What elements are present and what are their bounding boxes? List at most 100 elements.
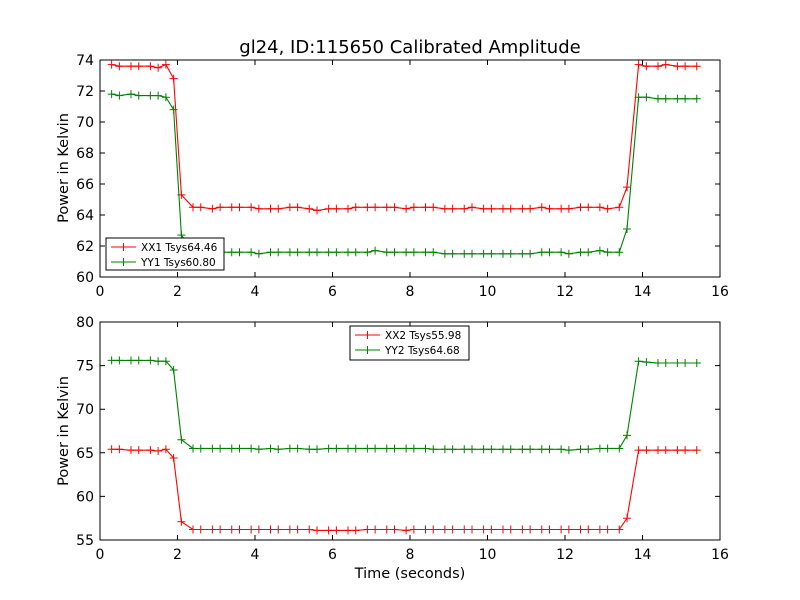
bottom-series-1-point [421, 525, 430, 534]
bottom-legend-marker-1 [363, 331, 372, 339]
bottom-series-2-point [429, 445, 438, 454]
top-x-tick-label: 10 [479, 284, 497, 300]
bottom-series-1-point [274, 525, 283, 534]
top-series-1-point [487, 204, 496, 213]
top-series-2-point [115, 91, 124, 100]
bottom-series-1-point [595, 525, 604, 534]
bottom-plot: 0 2 4 6 8 10 12 14 16 55 60 65 70 75 80 XX2 Tsys55.98 YY… [76, 315, 729, 563]
top-series-2-point [634, 93, 643, 102]
top-series-1-point [363, 203, 372, 212]
top-series-2-point [324, 248, 333, 257]
bottom-series-1-point [681, 446, 690, 455]
bottom-series-1-point [146, 446, 155, 455]
top-series-1-point [623, 183, 631, 192]
top-series-1-point [266, 204, 275, 213]
bottom-series-1-point [107, 445, 116, 454]
top-series-2-point [371, 246, 380, 255]
top-series-2-point [382, 248, 391, 257]
bottom-x-tick-label: 8 [406, 547, 415, 563]
bottom-series-2-point [235, 444, 244, 453]
bottom-series-1-point [227, 525, 236, 534]
bottom-series-2-point [564, 446, 573, 455]
top-series-1-point [216, 203, 225, 212]
bottom-series-2-point [189, 444, 197, 453]
top-series-2-point [227, 248, 236, 257]
bottom-series-2-point [603, 444, 612, 453]
top-series-2-point [169, 105, 178, 114]
bottom-series-1-point [313, 526, 321, 535]
top-series-1-point [196, 203, 205, 212]
top-series-1-point [557, 204, 566, 213]
bottom-series-1-point [235, 525, 244, 534]
top-series-1-point [402, 204, 411, 213]
top-series-1-point [537, 203, 546, 212]
bottom-series-2-point [254, 445, 263, 454]
bottom-series-1-point [382, 525, 391, 534]
top-series-1-point [642, 62, 651, 71]
bottom-series-2-point [479, 445, 488, 454]
top-series-1-point [254, 204, 263, 213]
bottom-series-2-point [127, 356, 135, 365]
top-series-2-point [673, 94, 682, 103]
top-x-tick-label: 16 [711, 284, 729, 300]
bottom-series-1-point [440, 525, 449, 534]
bottom-x-tick-label: 10 [479, 547, 497, 563]
bottom-series-2-point [615, 444, 624, 453]
bottom-series-2-point [692, 358, 701, 367]
bottom-series-1-point [189, 525, 197, 534]
top-x-tick-label: 2 [173, 284, 182, 300]
top-legend-marker-2 [119, 258, 128, 266]
bottom-series-2-point [421, 444, 430, 453]
top-series-2-point [584, 248, 593, 257]
bottom-series-2-point [409, 444, 418, 453]
bottom-series-1-point [154, 447, 163, 456]
top-series-1-point [429, 203, 438, 212]
bottom-y-tick-label: 75 [76, 359, 94, 375]
top-series-1-point [479, 204, 488, 213]
top-series-1-point [146, 62, 155, 71]
bottom-series-2-point [196, 444, 205, 453]
top-y-tick-label: 62 [76, 239, 94, 255]
bottom-series-1-point [654, 446, 662, 455]
top-legend-box [105, 237, 225, 271]
bottom-series-1-point [216, 525, 225, 534]
bottom-series-1-point [526, 525, 535, 534]
top-series-1-point [448, 204, 457, 213]
bottom-series-1-point [487, 525, 496, 534]
top-x-tick-label: 6 [328, 284, 337, 300]
top-series-2-point [681, 94, 690, 103]
bottom-series-2-point [274, 445, 283, 454]
bottom-series-2-point [324, 444, 333, 453]
top-x-tick-label: 8 [406, 284, 415, 300]
bottom-series-1-point [247, 525, 256, 534]
top-series-1-point [460, 204, 469, 213]
top-series-2-point [285, 248, 294, 257]
bottom-x-axis-label: Time (seconds) [354, 566, 466, 582]
top-series-1-point [313, 206, 321, 215]
top-x-tick-label: 4 [251, 284, 260, 300]
top-series-1-point [526, 204, 535, 213]
top-series-2-point [274, 248, 283, 257]
bottom-series-1-point [692, 446, 701, 455]
bottom-series-1-point [429, 525, 438, 534]
top-series-2-point [518, 249, 527, 258]
top-legend-label-1: XX1 Tsys64.46 [141, 242, 218, 254]
bottom-series-2-point [448, 445, 457, 454]
top-series-1-point [332, 204, 341, 213]
top-legend-label-2: YY1 Tsys60.80 [140, 257, 216, 269]
bottom-legend-box [349, 325, 470, 361]
top-series-2-point [266, 248, 275, 257]
top-series-2-point [603, 248, 612, 257]
top-series-1-point [390, 203, 399, 212]
top-series-2-point [654, 94, 662, 103]
top-series-2-point [526, 249, 535, 258]
bottom-series-2-point [681, 358, 690, 367]
top-series-2-point [564, 249, 573, 258]
bottom-series-1-point [351, 526, 360, 535]
bottom-series-1-point [584, 525, 593, 534]
bottom-x-tick-label: 4 [251, 547, 260, 563]
bottom-series-1-point [518, 525, 527, 534]
top-series-1-point [285, 203, 294, 212]
bottom-series-1-point [634, 446, 643, 455]
top-x-tick-label: 14 [634, 284, 652, 300]
